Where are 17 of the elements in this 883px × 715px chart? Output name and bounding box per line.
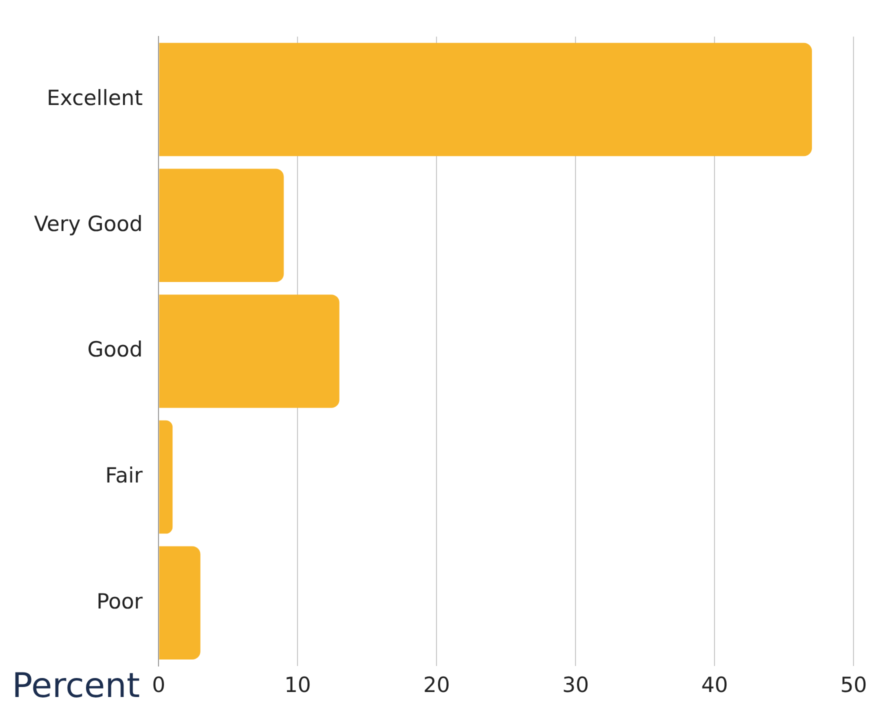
y-tick-label: Good xyxy=(87,338,143,362)
bar xyxy=(159,42,812,156)
y-tick-label: Excellent xyxy=(46,86,143,110)
bar xyxy=(159,168,284,282)
x-axis-title: Percent xyxy=(12,666,140,706)
x-tick-label: 30 xyxy=(562,672,590,697)
y-tick-label: Very Good xyxy=(34,212,143,236)
y-tick-label: Fair xyxy=(105,463,144,488)
bar xyxy=(159,546,200,660)
bar xyxy=(159,420,173,534)
x-tick-label: 40 xyxy=(701,672,728,697)
x-tick-label: 10 xyxy=(284,672,312,697)
x-tick-label: 50 xyxy=(840,672,868,697)
x-tick-label: 20 xyxy=(423,672,450,697)
bar xyxy=(159,294,340,408)
x-tick-label: 0 xyxy=(152,672,166,697)
y-tick-label: Poor xyxy=(96,589,144,614)
